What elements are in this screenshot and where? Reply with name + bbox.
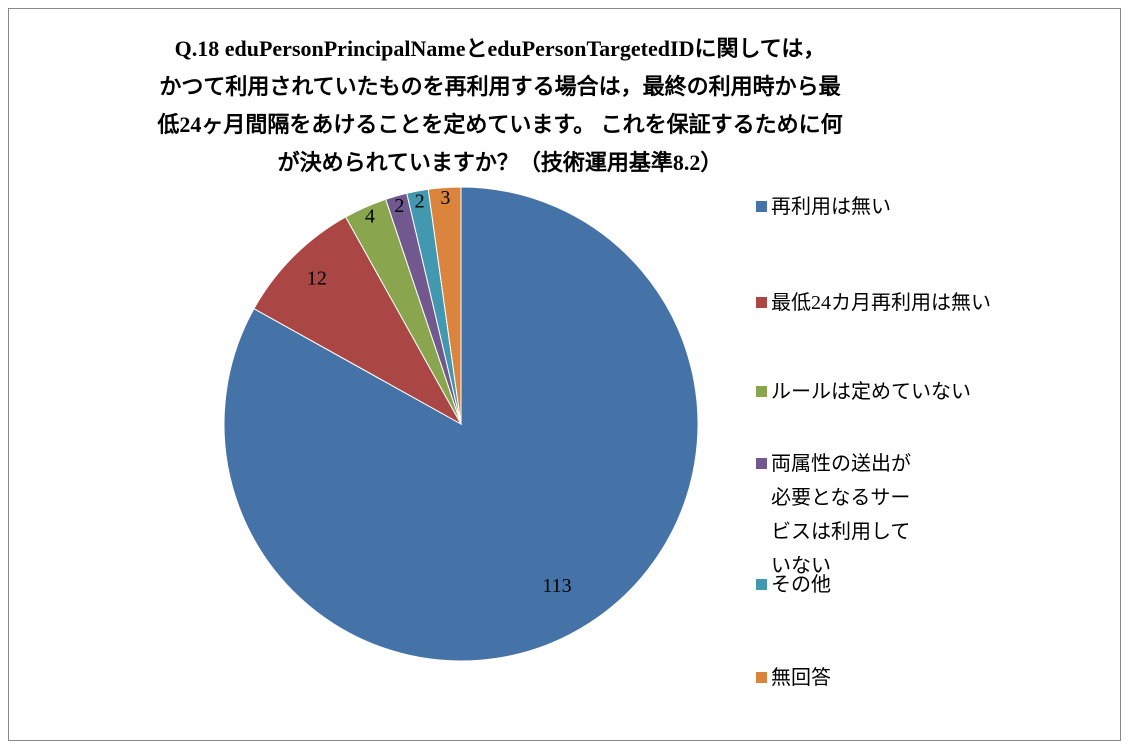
- legend-item: ルールは定めていない: [756, 375, 1116, 409]
- legend-label: 再利用は無い: [771, 196, 891, 218]
- legend-swatch: [756, 297, 767, 308]
- data-label: 4: [365, 206, 375, 228]
- legend-item: 再利用は無い: [756, 190, 1116, 224]
- legend-label: 最低24カ月再利用は無い: [771, 292, 991, 314]
- data-label: 3: [440, 187, 450, 209]
- legend-swatch: [756, 386, 767, 397]
- legend-item: 両属性の送出が必要となるサービスは利用していない: [756, 447, 924, 583]
- data-label: 2: [415, 190, 425, 212]
- legend-swatch: [756, 458, 767, 469]
- legend-label: 無回答: [771, 667, 831, 689]
- legend-item: 無回答: [756, 661, 1116, 695]
- legend-label: ルールは定めていない: [771, 381, 971, 403]
- legend-item: 最低24カ月再利用は無い: [756, 286, 1116, 320]
- legend-label: 両属性の送出が必要となるサービスは利用していない: [771, 453, 911, 577]
- legend-item: その他: [756, 568, 1116, 602]
- pie-slice: [427, 186, 462, 425]
- chart-title: Q.18 eduPersonPrincipalNameとeduPersonTar…: [157, 36, 843, 175]
- legend-label: その他: [771, 574, 831, 596]
- data-label: 12: [307, 267, 327, 289]
- data-label: 113: [542, 575, 571, 597]
- legend-swatch: [756, 672, 767, 683]
- legend-swatch: [756, 579, 767, 590]
- pie-slice: [253, 216, 463, 426]
- legend-swatch: [756, 201, 767, 212]
- data-label: 2: [394, 195, 404, 217]
